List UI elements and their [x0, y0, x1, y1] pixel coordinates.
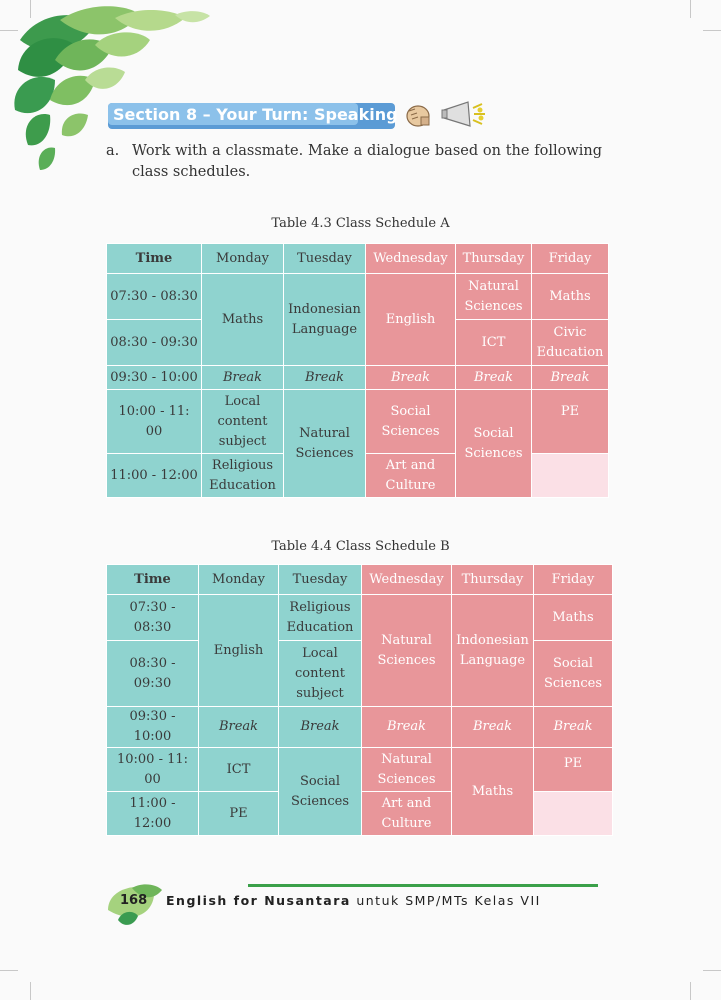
time-cell: 09:30 - 10:00: [106, 706, 199, 748]
subject-cell: Social Sciences: [455, 389, 532, 498]
crop-mark: [0, 970, 18, 971]
header-tuesday: Tuesday: [278, 564, 362, 595]
subject-cell: Art and Culture: [365, 453, 456, 498]
table-b-caption: Table 4.4 Class Schedule B: [271, 539, 450, 554]
crop-mark: [703, 30, 721, 31]
time-cell: 11:00 - 12:00: [106, 453, 202, 498]
book-title-bold: English for Nusantara: [166, 893, 351, 908]
subject-cell: Indonesian Language: [283, 273, 366, 366]
book-title-rest: untuk SMP/MTs Kelas VII: [350, 893, 541, 908]
list-marker: a.: [106, 143, 120, 159]
time-cell: 08:30 - 09:30: [106, 640, 199, 707]
subject-cell: Natural Sciences: [361, 747, 452, 792]
schedule-table-b: Time Monday Tuesday Wednesday Thursday F…: [106, 564, 613, 836]
subject-cell: ICT: [455, 319, 532, 366]
subject-cell: Indonesian Language: [451, 594, 534, 707]
subject-cell: Maths: [533, 594, 613, 641]
time-cell: 08:30 - 09:30: [106, 319, 202, 366]
header-monday: Monday: [201, 243, 284, 274]
subject-cell: PE: [198, 791, 279, 836]
break-cell: Break: [201, 365, 284, 390]
subject-cell: Natural Sciences: [283, 389, 366, 498]
time-cell: 10:00 - 11: 00: [106, 747, 199, 792]
subject-cell: Local content subject: [278, 640, 362, 707]
subject-cell: Social Sciences: [278, 747, 362, 836]
header-thursday: Thursday: [451, 564, 534, 595]
leaves-decoration: [14, 6, 210, 170]
subject-cell: PE: [531, 389, 609, 454]
break-cell: Break: [278, 706, 362, 748]
megaphone-icon: [441, 101, 485, 127]
break-cell: Break: [198, 706, 279, 748]
header-wednesday: Wednesday: [365, 243, 456, 274]
break-cell: Break: [283, 365, 366, 390]
break-cell: Break: [365, 365, 456, 390]
header-monday: Monday: [198, 564, 279, 595]
header-friday: Friday: [531, 243, 609, 274]
header-thursday: Thursday: [455, 243, 532, 274]
instruction-text: Work with a classmate. Make a dialogue b…: [132, 143, 602, 180]
time-cell: 11:00 - 12:00: [106, 791, 199, 836]
page-number: 168: [120, 893, 148, 908]
section-header: Section 8 – Your Turn: Speaking: [108, 103, 398, 129]
break-cell: Break: [451, 706, 534, 748]
crop-mark: [703, 970, 721, 971]
subject-cell: English: [198, 594, 279, 707]
schedule-table-a: Time Monday Tuesday Wednesday Thursday F…: [106, 243, 609, 498]
table-a-caption: Table 4.3 Class Schedule A: [271, 216, 450, 231]
subject-cell: Natural Sciences: [455, 273, 532, 320]
subject-cell: English: [365, 273, 456, 366]
time-cell: 07:30 - 08:30: [106, 594, 199, 641]
footer-leaf-decoration: [108, 884, 162, 925]
section-title: Section 8 – Your Turn: Speaking: [113, 105, 398, 124]
subject-cell: Civic Education: [531, 319, 609, 366]
subject-cell: Religious Education: [201, 453, 284, 498]
book-title: English for Nusantara untuk SMP/MTs Kela…: [166, 893, 541, 908]
subject-cell: Social Sciences: [365, 389, 456, 454]
time-cell: 07:30 - 08:30: [106, 273, 202, 320]
crop-mark: [30, 0, 31, 18]
subject-cell: Local content subject: [201, 389, 284, 454]
subject-cell: Maths: [531, 273, 609, 320]
subject-cell: ICT: [198, 747, 279, 792]
crop-mark: [690, 0, 691, 18]
subject-cell: Religious Education: [278, 594, 362, 641]
crop-mark: [690, 982, 691, 1000]
subject-cell: PE: [533, 747, 613, 792]
header-time: Time: [106, 564, 199, 595]
subject-cell: Social Sciences: [533, 640, 613, 707]
break-cell: Break: [361, 706, 452, 748]
break-cell: Break: [531, 365, 609, 390]
subject-cell: Maths: [201, 273, 284, 366]
header-tuesday: Tuesday: [283, 243, 366, 274]
break-cell: Break: [533, 706, 613, 748]
header-time: Time: [106, 243, 202, 274]
break-cell: Break: [455, 365, 532, 390]
crop-mark: [0, 30, 18, 31]
header-friday: Friday: [533, 564, 613, 595]
subject-cell: Art and Culture: [361, 791, 452, 836]
time-cell: 10:00 - 11: 00: [106, 389, 202, 454]
empty-cell: [531, 453, 609, 498]
subject-cell: Natural Sciences: [361, 594, 452, 707]
time-cell: 09:30 - 10:00: [106, 365, 202, 390]
subject-cell: Maths: [451, 747, 534, 836]
empty-cell: [533, 791, 613, 836]
header-wednesday: Wednesday: [361, 564, 452, 595]
hand-icon: [406, 105, 430, 127]
footer-rule: [248, 884, 598, 887]
crop-mark: [30, 982, 31, 1000]
instruction: a. Work with a classmate. Make a dialogu…: [106, 141, 602, 183]
